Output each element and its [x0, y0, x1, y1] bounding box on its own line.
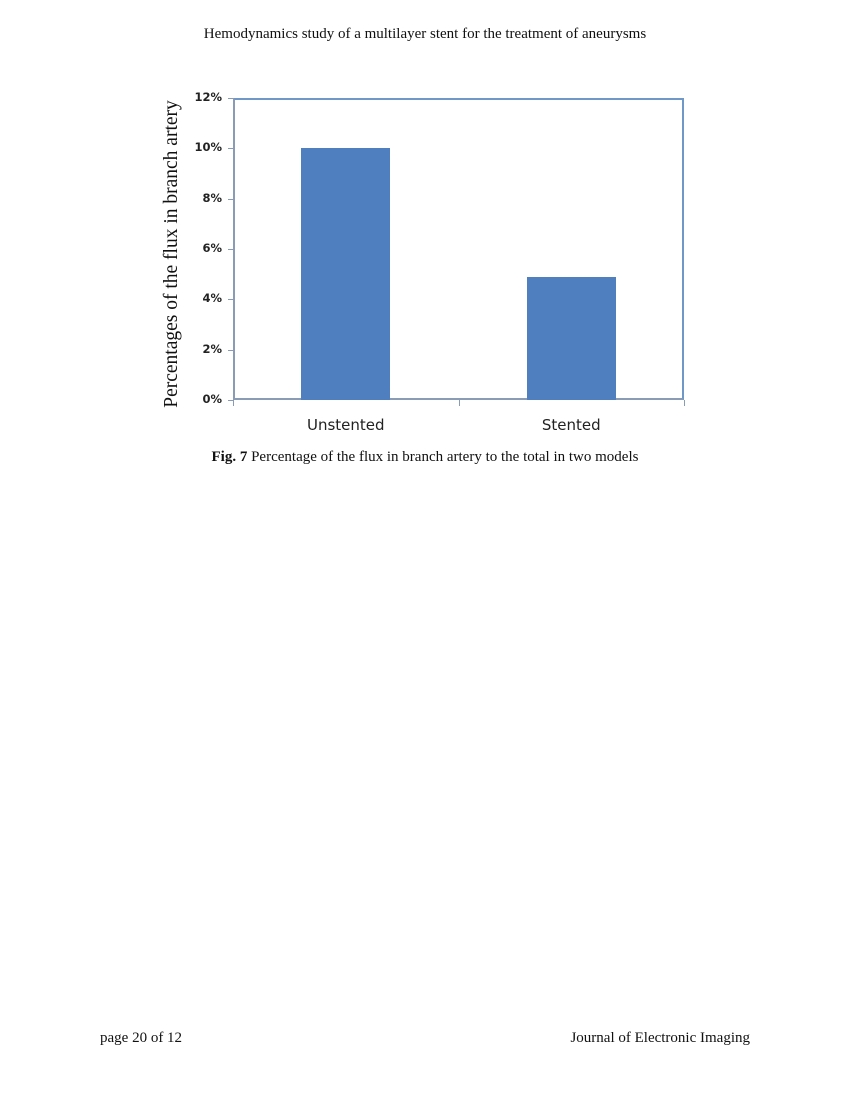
running-header: Hemodynamics study of a multilayer stent…: [203, 26, 647, 42]
bar-unstented: [301, 148, 391, 400]
y-tick-mark: [228, 148, 234, 150]
page-number: page 20 of 12: [100, 1030, 183, 1046]
y-tick-mark: [228, 98, 234, 99]
journal-name: Journal of Electronic Imaging: [570, 1030, 750, 1046]
plot-area: [233, 98, 684, 400]
y-tick-label: 6%: [202, 241, 222, 255]
x-tick-label: Unstented: [306, 416, 385, 434]
y-tick-label: 4%: [202, 291, 222, 306]
y-tick-label: 2%: [202, 341, 222, 356]
y-tick-mark: [228, 349, 234, 351]
bar-stented: [526, 276, 616, 400]
y-tick-mark: [228, 299, 234, 301]
y-tick-mark: [228, 400, 234, 401]
y-tick-mark: [228, 249, 234, 250]
y-tick-label: 8%: [202, 190, 222, 205]
y-tick-mark: [228, 198, 234, 200]
x-tick-mark: [684, 400, 685, 406]
figure-label: Fig. 7: [211, 449, 248, 465]
y-axis-label: Percentages of the flux in branch artery: [161, 100, 182, 408]
y-tick-label: 10%: [194, 140, 222, 155]
figure-caption: Fig. 7 Percentage of the flux in branch …: [0, 449, 850, 466]
caption-text: Percentage of the flux in branch artery …: [247, 449, 639, 465]
x-tick-label: Stented: [541, 416, 601, 434]
x-tick-mark: [458, 400, 460, 406]
y-tick-label: 12%: [194, 90, 222, 104]
bar-chart: Percentages of the flux in branch artery…: [0, 0, 850, 440]
x-tick-mark: [233, 400, 234, 406]
y-tick-label: 0%: [202, 392, 222, 406]
